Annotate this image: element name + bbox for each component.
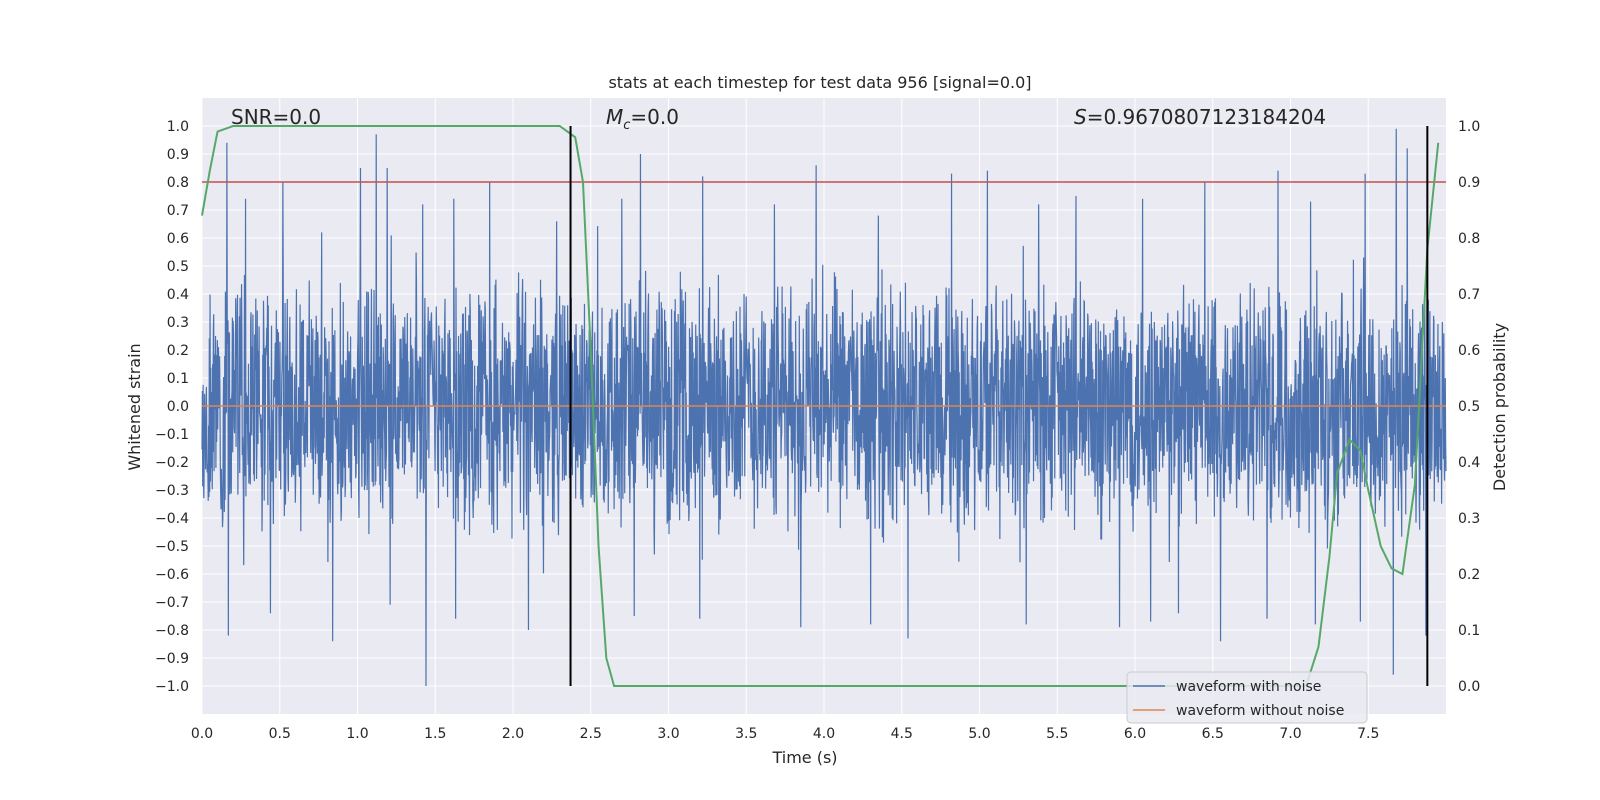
- y-tick-label: −1.0: [155, 679, 189, 695]
- snr-annotation: SNR=0.0: [231, 105, 321, 129]
- probability-trace: [201, 125, 1440, 687]
- y-tick-label: 0.0: [167, 399, 189, 415]
- legend: waveform with noise waveform without noi…: [1126, 671, 1368, 724]
- legend-noise-label: waveform with noise: [1176, 679, 1321, 695]
- y-tick-label: 0.2: [167, 343, 189, 359]
- probability-curve: [201, 125, 1440, 687]
- y-tick-label: −0.5: [155, 539, 189, 555]
- x-tick-label: 1.0: [346, 726, 368, 742]
- x-tick-label: 5.0: [968, 726, 990, 742]
- mc-symbol: M: [606, 105, 623, 129]
- s-value: =0.9670807123184204: [1087, 105, 1326, 129]
- y-right-tick-labels: 1.0 0.9 0.8 0.7 0.6 0.5 0.4 0.3 0.2 0.1 0.0: [1458, 119, 1480, 695]
- x-tick-label: 5.5: [1046, 726, 1068, 742]
- legend-clean-label: waveform without noise: [1176, 703, 1344, 719]
- noise-trace: [201, 128, 1447, 687]
- y-right-tick-label: 0.2: [1458, 567, 1480, 583]
- y-right-tick-label: 0.7: [1458, 287, 1480, 303]
- x-tick-label: 2.0: [502, 726, 524, 742]
- x-tick-label: 4.0: [813, 726, 835, 742]
- y-right-axis-label: Detection probability: [1490, 323, 1509, 491]
- mc-subscript: c: [623, 118, 630, 133]
- x-tick-label: 3.5: [735, 726, 757, 742]
- y-tick-label: −0.2: [155, 455, 189, 471]
- x-tick-label: 6.0: [1124, 726, 1146, 742]
- x-tick-label: 2.5: [580, 726, 602, 742]
- y-tick-labels: 1.0 0.9 0.8 0.7 0.6 0.5 0.4 0.3 0.2 0.1 0.0 −0.1 −0.…: [155, 119, 189, 695]
- y-tick-label: −0.9: [155, 651, 189, 667]
- x-tick-labels: 0.0 0.5 1.0 1.5 2.0 2.5 3.0 3.5 4.0 4.5 5.0 5.5 6.0 6…: [191, 726, 1380, 742]
- x-tick-label: 4.5: [891, 726, 913, 742]
- y-tick-label: −0.7: [155, 595, 189, 611]
- y-right-tick-label: 0.0: [1458, 679, 1480, 695]
- y-tick-label: −0.6: [155, 567, 189, 583]
- y-right-tick-label: 0.8: [1458, 231, 1480, 247]
- y-tick-label: −0.1: [155, 427, 189, 443]
- y-tick-label: −0.8: [155, 623, 189, 639]
- s-annotation: S=0.9670807123184204: [1074, 105, 1326, 129]
- mc-annotation: Mc=0.0: [606, 105, 679, 133]
- y-tick-label: 0.8: [167, 175, 189, 191]
- x-tick-label: 7.5: [1357, 726, 1379, 742]
- y-tick-label: 0.9: [167, 147, 189, 163]
- y-tick-label: 0.5: [167, 259, 189, 275]
- event-markers: [569, 126, 1429, 686]
- noise-waveform: [201, 128, 1447, 687]
- x-tick-label: 0.0: [191, 726, 213, 742]
- y-tick-label: −0.4: [155, 511, 189, 527]
- y-tick-label: 0.1: [167, 371, 189, 387]
- y-right-tick-label: 1.0: [1458, 119, 1480, 135]
- y-tick-label: 1.0: [167, 119, 189, 135]
- y-tick-label: 0.6: [167, 231, 189, 247]
- y-axis-label: Whitened strain: [125, 343, 144, 470]
- y-right-tick-label: 0.4: [1458, 455, 1480, 471]
- x-tick-label: 1.5: [424, 726, 446, 742]
- x-tick-label: 3.0: [657, 726, 679, 742]
- chart-title: stats at each timestep for test data 956…: [608, 73, 1031, 92]
- y-right-tick-label: 0.9: [1458, 175, 1480, 191]
- y-tick-label: 0.3: [167, 315, 189, 331]
- y-right-tick-label: 0.5: [1458, 399, 1480, 415]
- y-tick-label: −0.3: [155, 483, 189, 499]
- mc-value: =0.0: [630, 105, 679, 129]
- y-right-tick-label: 0.6: [1458, 343, 1480, 359]
- x-tick-label: 7.0: [1279, 726, 1301, 742]
- x-tick-label: 6.5: [1202, 726, 1224, 742]
- y-right-tick-label: 0.1: [1458, 623, 1480, 639]
- y-tick-label: 0.7: [167, 203, 189, 219]
- y-tick-label: 0.4: [167, 287, 189, 303]
- legend-frame: [1126, 671, 1368, 724]
- x-axis-label: Time (s): [771, 748, 837, 767]
- y-right-tick-label: 0.3: [1458, 511, 1480, 527]
- s-symbol: S: [1074, 105, 1087, 129]
- x-tick-label: 0.5: [269, 726, 291, 742]
